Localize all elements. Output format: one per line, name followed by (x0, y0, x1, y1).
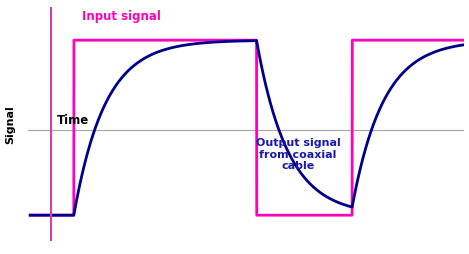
Text: Output signal
from coaxial
cable: Output signal from coaxial cable (256, 137, 340, 170)
Text: Time: Time (57, 113, 90, 126)
Text: Input signal: Input signal (82, 9, 161, 22)
Text: Signal: Signal (6, 105, 15, 144)
